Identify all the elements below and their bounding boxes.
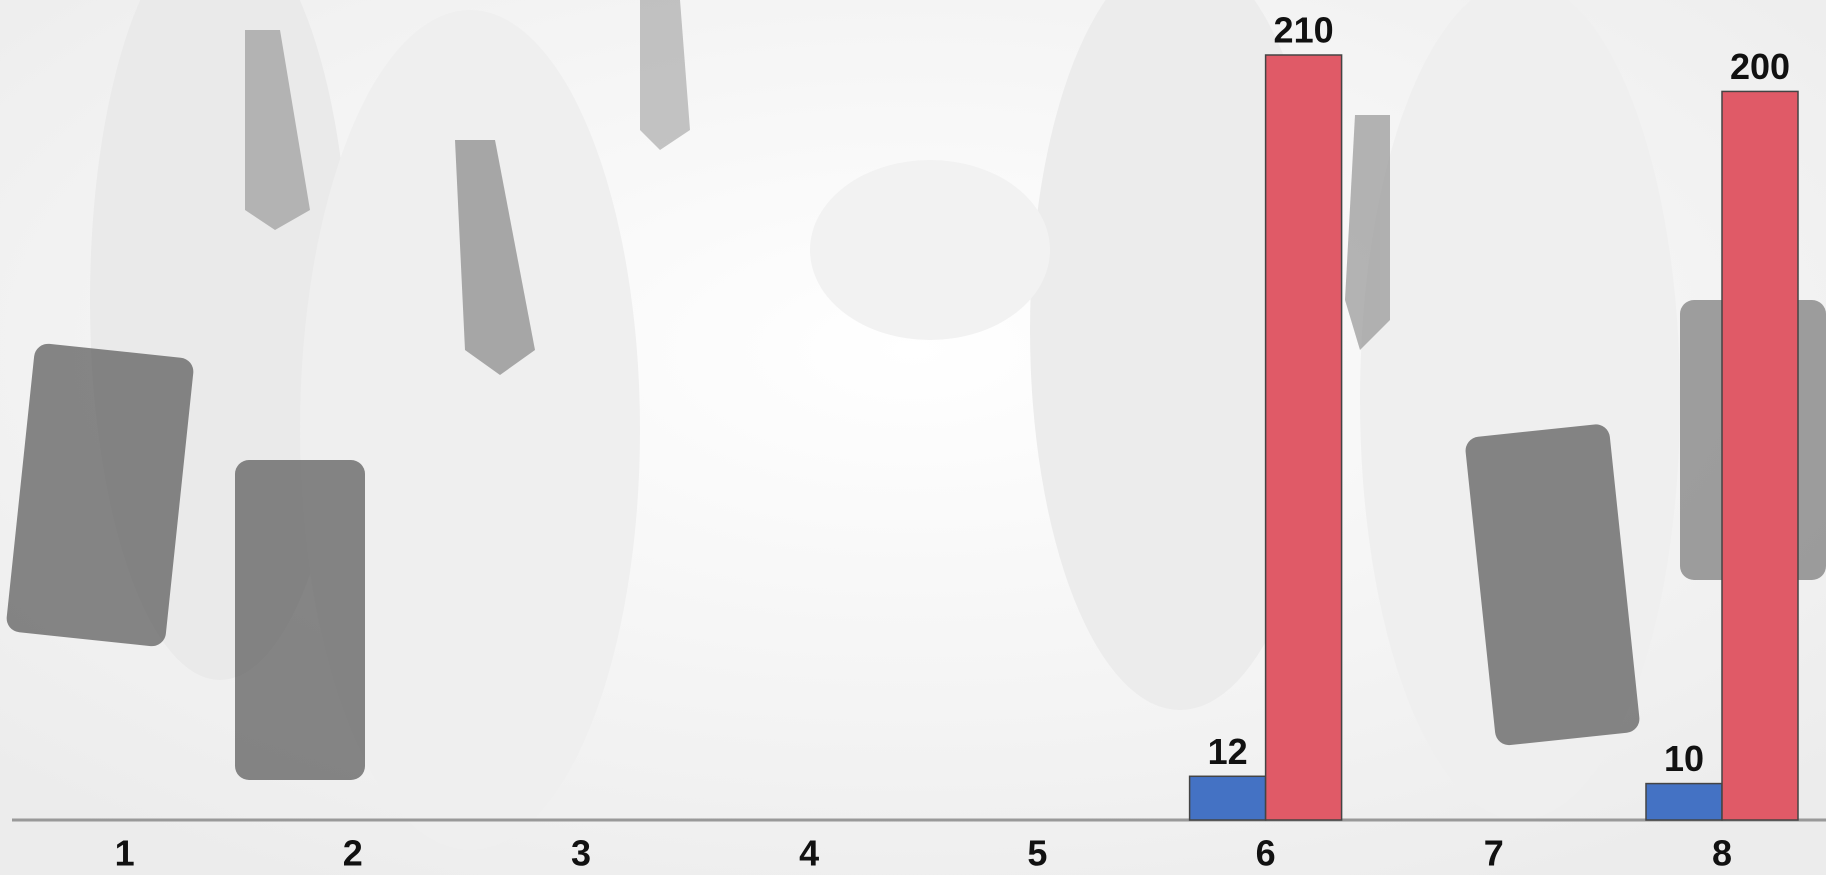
x-tick-label: 8 (1712, 833, 1732, 874)
x-tick-label: 1 (115, 833, 135, 874)
bar (1264, 54, 1343, 821)
data-label: 12 (1208, 731, 1248, 772)
data-label: 210 (1274, 10, 1334, 51)
bar (1645, 782, 1723, 821)
data-label: 200 (1730, 46, 1790, 87)
bar (1188, 775, 1267, 821)
x-tick-label: 4 (799, 833, 819, 874)
x-tick-label: 3 (571, 833, 591, 874)
data-label: 10 (1664, 738, 1704, 779)
x-tick-label: 5 (1027, 833, 1047, 874)
x-tick-label: 2 (343, 833, 363, 874)
x-tick-label: 7 (1484, 833, 1504, 874)
x-tick-label: 6 (1256, 833, 1276, 874)
bar (1721, 90, 1799, 821)
